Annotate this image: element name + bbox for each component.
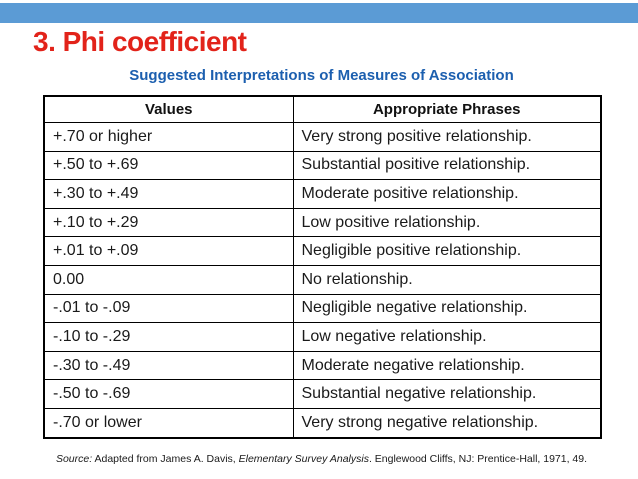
source-citation: Source: Adapted from James A. Davis, Ele… — [43, 453, 600, 465]
phrase-cell: No relationship. — [292, 264, 602, 295]
value-cell: +.01 to +.09 — [43, 236, 294, 266]
table-body: +.70 or higher Very strong positive relat… — [43, 122, 602, 439]
values-column-header: Values — [43, 95, 294, 123]
phrase-cell: Low positive relationship. — [292, 207, 602, 238]
phrase-cell: Low negative relationship. — [292, 322, 602, 352]
top-accent-bar — [0, 3, 638, 23]
value-cell: +.10 to +.29 — [43, 207, 294, 238]
phrases-column-header: Appropriate Phrases — [292, 95, 602, 123]
table-row: +.30 to +.49 Moderate positive relationsh… — [43, 179, 602, 209]
table-row: +.01 to +.09 Negligible positive relation… — [43, 236, 602, 266]
association-table: Values Appropriate Phrases +.70 or highe… — [43, 95, 602, 439]
table-row: +.10 to +.29 Low positive relationship. — [43, 207, 602, 238]
table-row: -.70 or lower Very strong negative relati… — [43, 407, 602, 439]
table-row: +.70 or higher Very strong positive relat… — [43, 122, 602, 152]
table-row: -.01 to -.09 Negligible negative relation… — [43, 293, 602, 324]
value-cell: -.70 or lower — [43, 407, 294, 439]
source-book-title: Elementary Survey Analysis — [238, 453, 369, 465]
phrase-cell: Negligible negative relationship. — [292, 293, 602, 324]
value-cell: 0.00 — [43, 264, 294, 295]
phrase-cell: Moderate negative relationship. — [292, 350, 602, 381]
phrase-cell: Substantial negative relationship. — [292, 379, 602, 409]
table-row: -.50 to -.69 Substantial negative relatio… — [43, 379, 602, 409]
value-cell: -.50 to -.69 — [43, 379, 294, 409]
source-label: Source: — [55, 453, 93, 465]
table-header: Values Appropriate Phrases — [43, 95, 602, 123]
value-cell: +.70 or higher — [43, 122, 294, 152]
table-caption: Suggested Interpretations of Measures of… — [129, 67, 514, 84]
phrase-cell: Negligible positive relationship. — [292, 236, 602, 266]
table-row: -.10 to -.29 Low negative relationship. — [43, 322, 602, 352]
value-cell: +.50 to +.69 — [43, 150, 294, 181]
source-text-after-title: . Englewood Cliffs, NJ: Prentice-Hall, 1… — [368, 453, 588, 465]
table-row: 0.00 No relationship. — [43, 264, 602, 295]
phrase-cell: Very strong positive relationship. — [292, 122, 602, 152]
table-row: -.30 to -.49 Moderate negative relationsh… — [43, 350, 602, 381]
value-cell: -.10 to -.29 — [43, 322, 294, 352]
value-cell: -.30 to -.49 — [43, 350, 294, 381]
table-header-row: Values Appropriate Phrases — [43, 95, 602, 123]
phrase-cell: Moderate positive relationship. — [292, 179, 602, 209]
source-text-before-title: Adapted from James A. Davis, — [92, 453, 239, 465]
phrase-cell: Very strong negative relationship. — [292, 407, 602, 439]
value-cell: -.01 to -.09 — [43, 293, 294, 324]
value-cell: +.30 to +.49 — [43, 179, 294, 209]
page-title: 3. Phi coefficient — [33, 26, 247, 57]
phrase-cell: Substantial positive relationship. — [292, 150, 602, 181]
table-row: +.50 to +.69 Substantial positive relatio… — [43, 150, 602, 181]
